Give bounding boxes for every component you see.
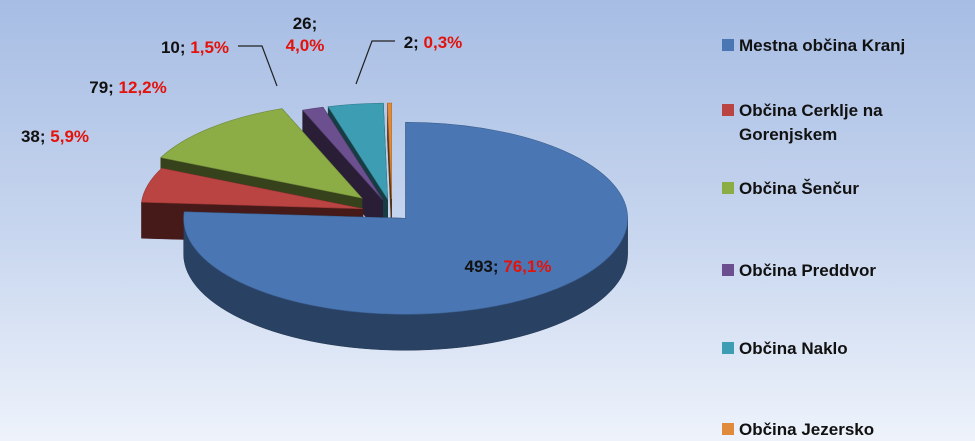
pie-slices bbox=[141, 102, 628, 351]
slice-mestna-obcina-kranj bbox=[183, 122, 628, 351]
legend-label: Mestna občina Kranj bbox=[739, 36, 905, 55]
slice-obcina-naklo-top bbox=[327, 102, 389, 201]
label-obcina-sencur: 79; 12,2% bbox=[89, 78, 167, 97]
legend-label: Občina Cerklje na Gorenjskem bbox=[739, 101, 883, 144]
legend-label: Občina Preddvor bbox=[739, 261, 876, 280]
legend-label: Občina Šenčur bbox=[739, 179, 859, 198]
label-obcina-naklo: 26; 4,0% bbox=[286, 14, 325, 55]
legend-item-obcina-cerklje: Občina Cerklje na Gorenjskem bbox=[722, 101, 883, 144]
slice-obcina-cerklje-top bbox=[141, 167, 364, 210]
slice-obcina-preddvor bbox=[302, 106, 383, 237]
leader-obcina-preddvor bbox=[238, 45, 278, 87]
legend-item-obcina-jezersko: Občina Jezersko bbox=[722, 420, 874, 439]
legend-item-mestna-obcina-kranj: Mestna občina Kranj bbox=[722, 36, 905, 55]
legend-label: Občina Naklo bbox=[739, 339, 848, 358]
data-labels: 493; 76,1% 38; 5,9% 79; 12,2% 10; 1,5% 26; 4,… bbox=[21, 14, 552, 276]
slice-obcina-jezersko-top bbox=[387, 102, 393, 200]
label-mestna-obcina-kranj: 493; 76,1% bbox=[465, 257, 552, 276]
slice-obcina-jezersko bbox=[387, 102, 393, 236]
legend-swatch bbox=[722, 423, 734, 435]
legend-swatch bbox=[722, 264, 734, 276]
legend-swatch bbox=[722, 39, 734, 51]
slice-mestna-obcina-kranj-top bbox=[183, 122, 628, 315]
label-obcina-cerklje: 38; 5,9% bbox=[21, 127, 89, 146]
slice-obcina-sencur-top bbox=[160, 108, 363, 199]
leader-lines bbox=[238, 40, 395, 87]
legend-swatch bbox=[722, 104, 734, 116]
legend: Mestna občina Kranj Občina Cerklje na Gore… bbox=[722, 36, 905, 439]
label-obcina-preddvor: 10; 1,5% bbox=[161, 38, 229, 57]
slice-obcina-preddvor-top bbox=[302, 106, 383, 200]
legend-item-obcina-preddvor: Občina Preddvor bbox=[722, 261, 876, 280]
legend-item-obcina-naklo: Občina Naklo bbox=[722, 339, 848, 358]
legend-swatch bbox=[722, 342, 734, 354]
legend-label: Občina Jezersko bbox=[739, 420, 874, 439]
label-obcina-jezersko: 2; 0,3% bbox=[404, 33, 463, 52]
legend-swatch bbox=[722, 182, 734, 194]
legend-item-obcina-sencur: Občina Šenčur bbox=[722, 179, 859, 198]
leader-obcina-jezersko bbox=[355, 40, 395, 85]
